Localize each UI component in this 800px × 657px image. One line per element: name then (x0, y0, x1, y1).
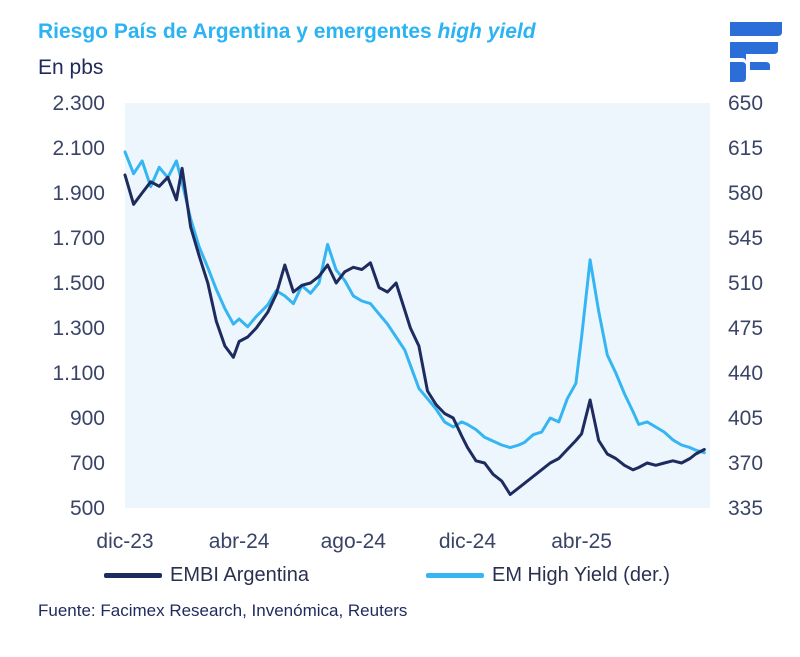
y-right-tick-label: 440 (728, 362, 763, 385)
y-left-tick-label: 1.700 (52, 227, 105, 250)
legend-item-em-high-yield: EM High Yield (der.) (426, 564, 670, 587)
legend-item-embi: EMBI Argentina (104, 564, 309, 587)
y-right-tick-label: 650 (728, 92, 763, 115)
y-right-tick-label: 475 (728, 317, 763, 340)
y-left-tick-label: 1.100 (52, 362, 105, 385)
legend-label-em-high-yield: EM High Yield (der.) (492, 564, 670, 586)
y-right-tick-label: 335 (728, 497, 763, 520)
legend-swatch-embi (104, 573, 162, 578)
series-line-em-high-yield (123, 150, 706, 455)
y-left-tick-label: 500 (70, 497, 105, 520)
y-right-tick-label: 615 (728, 137, 763, 160)
y-left-tick-label: 2.100 (52, 137, 105, 160)
y-left-tick-label: 2.300 (52, 92, 105, 115)
x-tick-label: dic-23 (96, 530, 153, 553)
legend-label-embi: EMBI Argentina (170, 564, 309, 586)
y-left-tick-label: 700 (70, 452, 105, 475)
source-note: Fuente: Facimex Research, Invenómica, Re… (38, 601, 408, 620)
y-right-tick-label: 545 (728, 227, 763, 250)
facimex-logo-icon (730, 22, 782, 82)
series-line-embi-argentina (123, 166, 706, 496)
x-tick-label: ago-24 (321, 530, 387, 553)
unit-label: En pbs (38, 56, 104, 79)
title-italic: high yield (437, 20, 536, 43)
y-left-tick-label: 1.500 (52, 272, 105, 295)
line-chart: 500 700 900 1.100 1.300 1.500 1.700 1.900 2.100 2… (52, 92, 763, 553)
y-right-tick-label: 405 (728, 407, 763, 430)
x-tick-label: abr-24 (209, 530, 270, 553)
x-tick-label: dic-24 (439, 530, 497, 553)
x-tick-label: abr-25 (551, 530, 612, 553)
y-left-tick-label: 1.300 (52, 317, 105, 340)
legend-swatch-em-high-yield (426, 573, 484, 578)
y-right-tick-label: 580 (728, 182, 763, 205)
chart-title: Riesgo País de Argentina y emergentes hi… (38, 20, 536, 44)
y-left-tick-label: 1.900 (52, 182, 105, 205)
y-right-tick-label: 370 (728, 452, 763, 475)
title-main: Riesgo País de Argentina y emergentes (38, 20, 432, 43)
y-right-tick-label: 510 (728, 272, 763, 295)
y-left-tick-label: 900 (70, 407, 105, 430)
